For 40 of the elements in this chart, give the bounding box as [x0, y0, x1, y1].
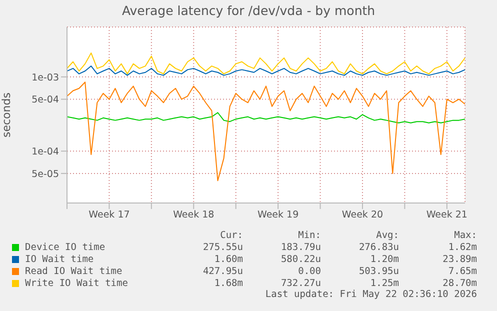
x-tick-label: Week 20 — [342, 210, 384, 221]
y-axis-title: seconds — [0, 92, 13, 138]
legend-label: Read IO Wait time — [25, 266, 124, 276]
x-tick-label: Week 19 — [257, 210, 299, 221]
text: 276.83u — [358, 242, 399, 252]
text: 7.65m — [447, 266, 477, 276]
text: 1.62m — [447, 242, 477, 252]
text: Min: — [297, 230, 321, 241]
text: 1.20m — [369, 254, 399, 264]
x-tick-label: Week 21 — [426, 210, 468, 221]
text: 0.00 — [297, 266, 321, 276]
legend-label: Write IO Wait time — [25, 278, 129, 288]
text: Cur: — [219, 230, 243, 241]
text: Avg: — [375, 230, 399, 241]
text: 580.22u — [280, 254, 321, 264]
text: 28.70m — [442, 278, 477, 288]
line-series — [67, 82, 465, 182]
y-tick-label: 5e-05 — [32, 168, 59, 180]
text: 275.55u — [202, 242, 243, 252]
text: 427.95u — [202, 266, 243, 276]
text: 503.95u — [358, 266, 399, 276]
y-tick-label: 1e-03 — [32, 72, 59, 84]
text: 732.27u — [280, 278, 321, 288]
text: 1.25m — [369, 278, 399, 288]
line-series — [67, 52, 465, 74]
chart-title: Average latency for /dev/vda - by month — [120, 3, 376, 18]
line-series — [67, 112, 465, 124]
x-tick-label: Week 18 — [173, 210, 214, 221]
y-tick-label: 1e-04 — [32, 146, 59, 158]
text: 23.89m — [442, 254, 477, 264]
line-series — [67, 66, 465, 76]
text: Last update: Fri May 22 02:36:10 2026 — [264, 289, 477, 300]
text: Max: — [453, 230, 477, 241]
legend-label: Device IO time — [25, 242, 106, 252]
text: 1.68m — [213, 278, 243, 288]
text: 1.60m — [213, 254, 243, 264]
text: 183.79u — [280, 242, 321, 252]
x-tick-label: Week 17 — [88, 210, 130, 221]
y-tick-label: 5e-04 — [32, 94, 59, 106]
legend-label: IO Wait time — [25, 254, 95, 264]
